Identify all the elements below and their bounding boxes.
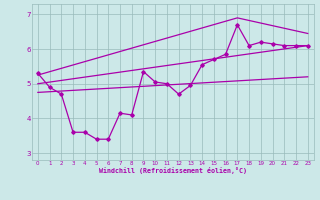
X-axis label: Windchill (Refroidissement éolien,°C): Windchill (Refroidissement éolien,°C): [99, 167, 247, 174]
